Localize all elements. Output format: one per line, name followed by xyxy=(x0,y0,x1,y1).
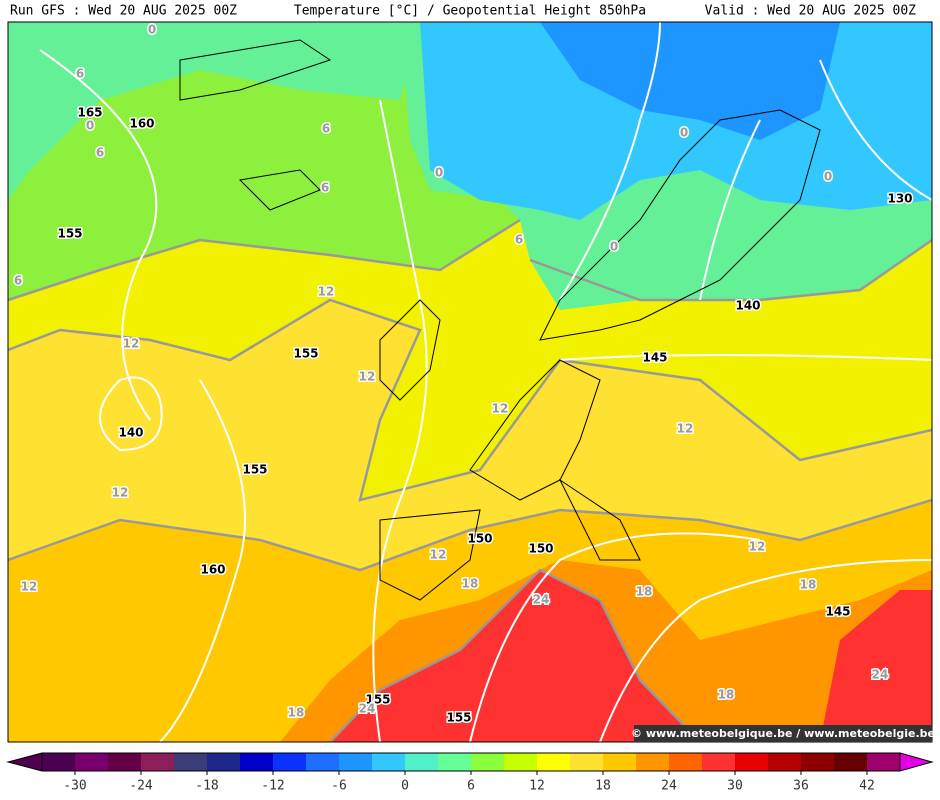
temperature-label: 6 xyxy=(515,233,523,247)
valid-label: Valid : Wed 20 AUG 2025 00Z xyxy=(705,4,916,19)
colorbar-segment xyxy=(603,753,637,771)
colorbar-segment xyxy=(735,753,769,771)
temperature-label: 6 xyxy=(322,122,330,136)
colorbar-segment xyxy=(306,753,340,771)
colorbar-tick-label: -30 xyxy=(63,779,86,794)
temperature-label: 6 xyxy=(321,181,329,195)
colorbar-segment xyxy=(75,753,109,771)
zone-27 xyxy=(330,570,932,742)
colorbar-segment xyxy=(801,753,835,771)
temperature-label: 12 xyxy=(492,402,509,416)
colorbar-tick-label: -6 xyxy=(331,779,347,794)
height-label: 155 xyxy=(293,347,318,361)
height-label: 145 xyxy=(825,605,850,619)
colorbar-segment xyxy=(504,753,538,771)
colorbar-tick-label: 30 xyxy=(727,779,743,794)
temperature-label: 0 xyxy=(435,166,443,180)
colorbar-tick-label: 42 xyxy=(859,779,875,794)
temperature-label: 12 xyxy=(112,486,129,500)
height-label: 150 xyxy=(528,542,553,556)
temperature-label: 12 xyxy=(430,548,447,562)
temperature-label: 18 xyxy=(800,578,817,592)
colorbar-segment xyxy=(108,753,142,771)
run-label: Run GFS : Wed 20 AUG 2025 00Z xyxy=(10,4,237,19)
colorbar-segment xyxy=(405,753,439,771)
colorbar-tick-label: 36 xyxy=(793,779,809,794)
height-label: 155 xyxy=(242,463,267,477)
colorbar-segment xyxy=(240,753,274,771)
height-label: 150 xyxy=(467,532,492,546)
colorbar-segment xyxy=(174,753,208,771)
colorbar-segment xyxy=(207,753,241,771)
colorbar-segment xyxy=(702,753,736,771)
colorbar-tick-label: -18 xyxy=(195,779,218,794)
height-label: 155 xyxy=(446,711,471,725)
credit-box xyxy=(634,725,932,742)
temperature-label: 6 xyxy=(76,67,84,81)
map-title: Temperature [°C] / Geopotential Height 8… xyxy=(294,4,646,19)
colorbar-segment xyxy=(273,753,307,771)
colorbar-segment xyxy=(867,753,901,771)
colorbar-tick-label: 6 xyxy=(467,779,475,794)
height-label: 160 xyxy=(200,563,225,577)
temperature-label: 6 xyxy=(14,274,22,288)
colorbar-tick-label: -12 xyxy=(261,779,284,794)
map xyxy=(7,21,933,743)
height-contour xyxy=(39,22,932,742)
temperature-label: 0 xyxy=(148,23,156,37)
height-label: 130 xyxy=(887,192,912,206)
colorbar-segment xyxy=(768,753,802,771)
colorbar-segment xyxy=(834,753,868,771)
height-label: 140 xyxy=(735,299,760,313)
colorbar-segment xyxy=(471,753,505,771)
colorbar-segment xyxy=(42,753,76,771)
isotherm xyxy=(8,218,932,742)
temperature-label: 18 xyxy=(718,688,735,702)
colorbar-segment xyxy=(570,753,604,771)
height-label: 155 xyxy=(57,227,82,241)
colorbar-low xyxy=(6,752,43,772)
zone-3 xyxy=(8,22,420,200)
temperature-label: 0 xyxy=(86,119,94,133)
temperature-label: 18 xyxy=(636,585,653,599)
colorbar-high xyxy=(899,752,934,772)
colorbar-segment xyxy=(636,753,670,771)
height-label: 155 xyxy=(365,693,390,707)
temperature-label: 24 xyxy=(872,668,889,682)
colorbar-segment xyxy=(669,753,703,771)
temperature-label: 12 xyxy=(359,370,376,384)
temperature-label: 12 xyxy=(749,540,766,554)
zone-minus3 xyxy=(540,22,840,140)
temperature-label: 12 xyxy=(677,422,694,436)
credit: © www.meteobelgique.be / www.meteobelgie… xyxy=(631,727,935,740)
colorbar-segment xyxy=(537,753,571,771)
temperature-label: 12 xyxy=(318,285,335,299)
temperature-label: 0 xyxy=(680,126,688,140)
temperature-label: 18 xyxy=(462,577,479,591)
height-label: 160 xyxy=(129,117,154,131)
temperature-label: 12 xyxy=(123,337,140,351)
colorbar-tick-label: 18 xyxy=(595,779,611,794)
colorbar-segment xyxy=(372,753,406,771)
map-frame xyxy=(7,21,933,743)
colorbar-segment xyxy=(339,753,373,771)
temperature-label: 0 xyxy=(824,170,832,184)
colorbar-tick-label: 24 xyxy=(661,779,677,794)
colorbar-segment xyxy=(438,753,472,771)
height-label: 140 xyxy=(118,426,143,440)
temperature-label: 0 xyxy=(610,240,618,254)
colorbar-segment xyxy=(141,753,175,771)
temperature-label: 24 xyxy=(359,702,376,716)
colorbar-tick-label: 12 xyxy=(529,779,545,794)
height-label: 145 xyxy=(642,351,667,365)
colorbar-tick-label: -24 xyxy=(129,779,153,794)
height-label: 165 xyxy=(77,106,102,120)
colorbar-tick-label: 0 xyxy=(401,779,409,794)
temperature-label: 24 xyxy=(533,593,550,607)
coastline xyxy=(179,39,821,601)
temperature-label: 18 xyxy=(288,706,305,720)
temperature-label: 12 xyxy=(21,580,38,594)
temperature-label: 6 xyxy=(96,146,104,160)
